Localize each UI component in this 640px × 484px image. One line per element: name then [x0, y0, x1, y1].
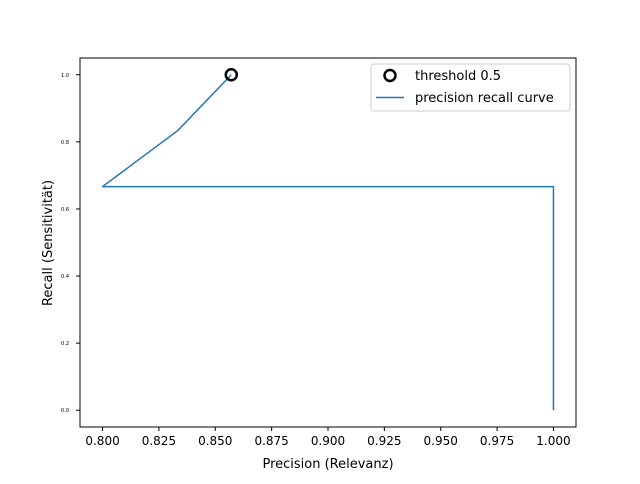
- legend: threshold 0.5 precision recall curve: [370, 63, 571, 112]
- y-tick-label: 1.0: [61, 73, 69, 79]
- x-tick-label: 0.950: [424, 434, 458, 448]
- threshold-marker: [224, 68, 239, 82]
- series-layer: [101, 68, 555, 411]
- y-tick-label: 0.0: [61, 408, 69, 414]
- x-tick-label: 0.850: [198, 434, 232, 448]
- x-tick-label: 0.925: [367, 434, 401, 448]
- x-tick-label: 0.875: [254, 434, 288, 448]
- x-tick-label: 0.800: [85, 434, 119, 448]
- plot-area: 0.800 0.825 0.850 0.875 0.900 0.925 0.950 0.975…: [61, 57, 577, 448]
- legend-box: [370, 63, 571, 112]
- x-tick-label: 0.825: [142, 434, 176, 448]
- legend-label-pr-curve: precision recall curve: [415, 91, 554, 106]
- x-axis-label: Precision (Relevanz): [262, 457, 393, 472]
- x-tick-label: 0.900: [311, 434, 345, 448]
- y-tick-label: 0.6: [61, 207, 69, 213]
- x-tick-label: 1.000: [536, 434, 570, 448]
- y-tick-label: 0.8: [61, 140, 69, 146]
- y-axis-label: Recall (Sensitivität): [41, 180, 56, 306]
- axes-frame: [79, 57, 577, 428]
- pr-curve-line: [101, 74, 555, 411]
- legend-marker-threshold: [383, 68, 397, 83]
- x-tick-label: 0.975: [480, 434, 514, 448]
- ticks-layer: 0.800 0.825 0.850 0.875 0.900 0.925 0.950 0.975…: [61, 73, 571, 448]
- legend-label-threshold: threshold 0.5: [415, 69, 501, 84]
- y-tick-label: 0.2: [61, 341, 69, 347]
- y-tick-label: 0.4: [61, 274, 69, 280]
